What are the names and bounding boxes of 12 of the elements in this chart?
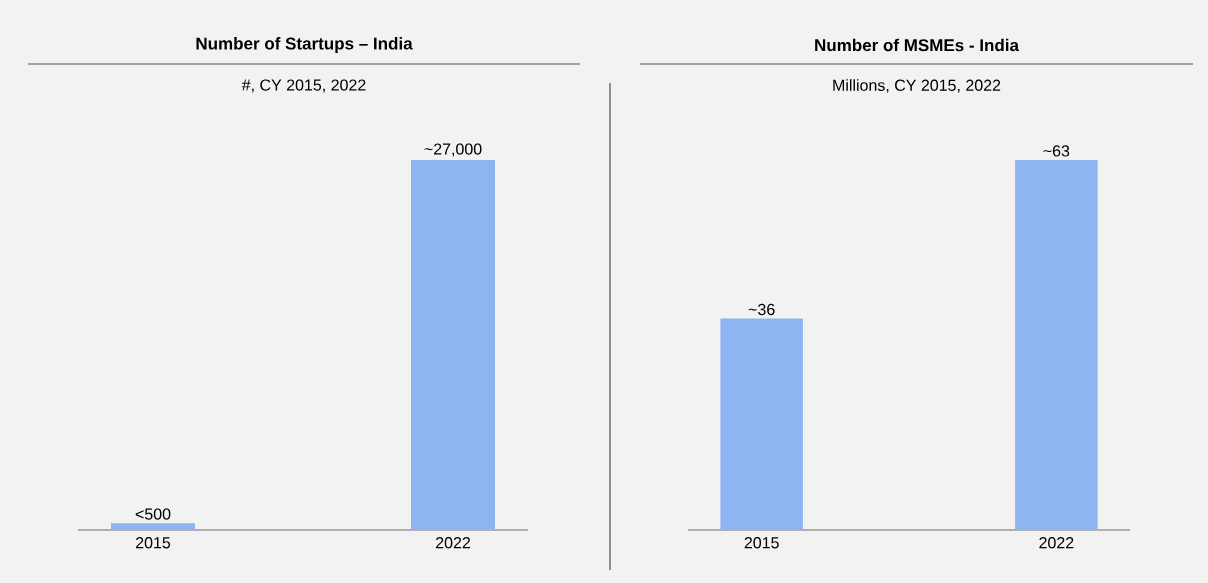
x-tick-label: 2022: [436, 537, 470, 549]
data-label: <500: [135, 508, 171, 520]
chart-title: Number of Startups – India: [196, 37, 413, 53]
chart-subtitle: #, CY 2015, 2022: [241, 79, 366, 93]
x-tick-label: 2015: [744, 537, 779, 549]
data-label: ~27,000: [424, 143, 482, 157]
data-label: ~36: [748, 303, 775, 316]
chart-subtitle: Millions, CY 2015, 2022: [833, 79, 1001, 93]
x-tick-label: 2015: [136, 537, 171, 549]
data-label: ~63: [1043, 145, 1070, 157]
chart-title: Number of MSMEs - India: [815, 38, 1020, 52]
x-tick-label: 2022: [1039, 537, 1074, 549]
